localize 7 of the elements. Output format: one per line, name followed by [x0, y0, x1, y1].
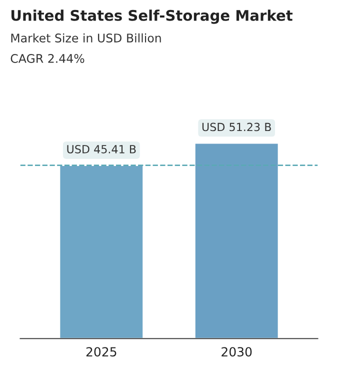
text: CAGR 2.44% — [10, 54, 84, 63]
data-label: USD 51.23 B — [202, 122, 271, 132]
chart-title: United States Self-Storage Market — [11, 10, 293, 24]
data-label: USD 45.41 B — [67, 144, 136, 154]
x-tick-label: 2030 — [222, 347, 252, 357]
x-tick-label: 2025 — [86, 347, 116, 357]
chart-subtitle: Market Size in USD Billion — [11, 33, 161, 42]
